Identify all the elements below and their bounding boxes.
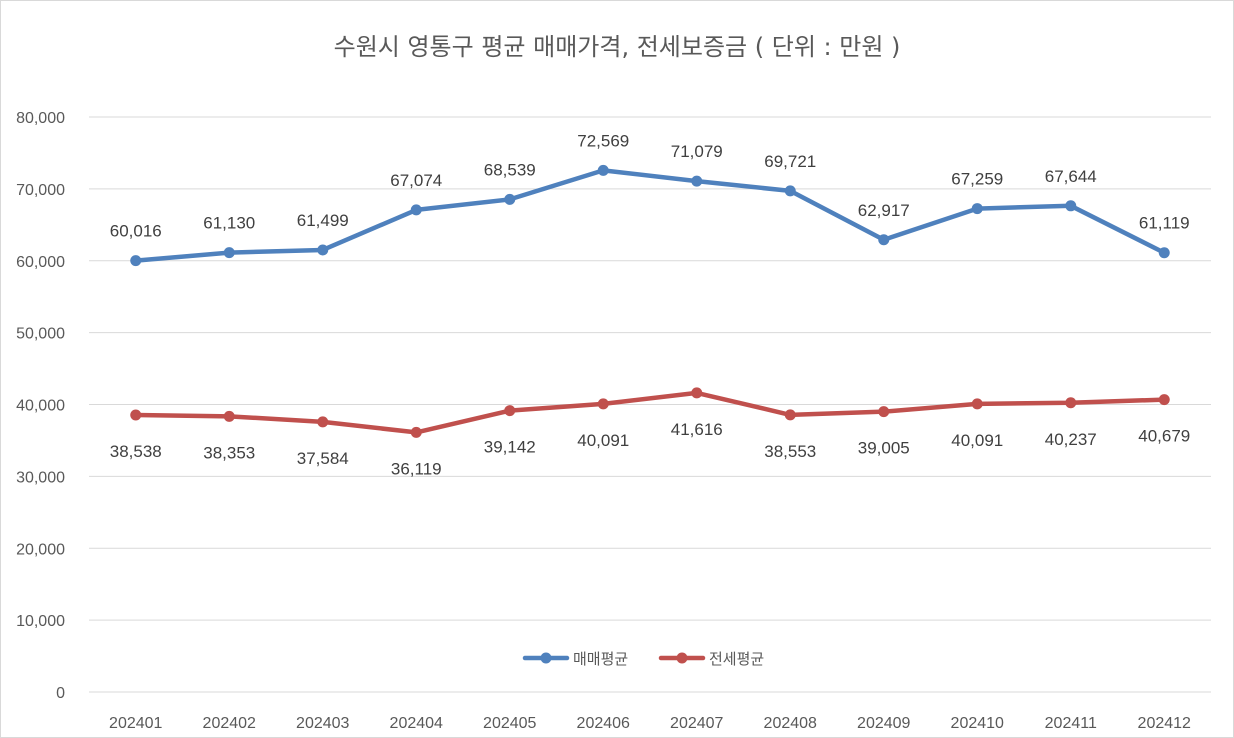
data-label: 61,130 — [203, 214, 255, 233]
y-tick-label: 50,000 — [16, 326, 65, 343]
data-label: 39,005 — [858, 439, 910, 458]
data-label: 36,119 — [391, 459, 442, 478]
data-label: 67,644 — [1045, 167, 1097, 186]
legend-label: 전세평균 — [709, 650, 764, 668]
y-tick-label: 40,000 — [16, 398, 65, 415]
legend-swatch-marker — [540, 652, 552, 664]
x-tick-label: 202404 — [390, 715, 443, 732]
x-tick-label: 202401 — [109, 715, 162, 732]
series-2 — [130, 387, 1170, 438]
data-point — [130, 409, 142, 421]
data-point — [223, 410, 235, 422]
data-point — [410, 204, 422, 216]
legend-item: 전세평균 — [658, 650, 764, 668]
data-point — [317, 244, 329, 256]
legend-label: 매매평균 — [573, 650, 628, 668]
data-point — [1158, 247, 1170, 259]
legend: 매매평균 전세평균 — [522, 650, 764, 668]
x-axis-ticks: 202401 202402 202403 202404 202405 202406 2024… — [109, 715, 1191, 732]
x-tick-label: 202411 — [1045, 715, 1097, 732]
data-label: 40,679 — [1138, 427, 1190, 446]
data-point — [504, 405, 516, 417]
y-tick-label: 20,000 — [16, 541, 65, 558]
x-tick-label: 202412 — [1138, 715, 1191, 732]
y-tick-label: 80,000 — [16, 110, 65, 127]
data-label: 37,584 — [297, 449, 349, 468]
x-tick-label: 202402 — [203, 715, 256, 732]
data-point — [130, 255, 142, 267]
x-tick-label: 202407 — [670, 715, 723, 732]
data-point — [971, 203, 983, 215]
data-label: 40,091 — [951, 431, 1003, 450]
legend-swatch-marker — [676, 652, 688, 664]
gridlines — [89, 116, 1211, 693]
data-point — [410, 426, 422, 438]
data-label: 71,079 — [671, 142, 723, 161]
data-point — [597, 398, 609, 410]
data-label: 72,569 — [577, 131, 629, 150]
y-tick-label: 70,000 — [16, 182, 65, 199]
data-label: 39,142 — [484, 438, 536, 457]
data-point — [597, 164, 609, 176]
data-label: 61,119 — [1139, 214, 1190, 233]
series-line — [133, 168, 1167, 263]
series-1 — [130, 164, 1170, 267]
data-label: 60,016 — [110, 222, 162, 241]
data-label: 38,553 — [764, 442, 816, 461]
data-point — [504, 193, 516, 205]
series-line — [133, 390, 1167, 435]
data-point — [878, 234, 890, 246]
x-tick-label: 202403 — [296, 715, 349, 732]
data-point — [691, 175, 703, 187]
data-label: 61,499 — [297, 211, 349, 230]
series-layer — [130, 164, 1170, 438]
data-label: 41,616 — [671, 420, 723, 439]
data-point — [223, 247, 235, 259]
x-tick-label: 202405 — [483, 715, 536, 732]
y-axis-ticks: 0 10,000 20,000 30,000 40,000 50,000 60,000 70,… — [16, 110, 65, 702]
data-label: 68,539 — [484, 160, 536, 179]
data-point — [971, 398, 983, 410]
data-point — [784, 185, 796, 197]
data-label: 38,538 — [110, 442, 162, 461]
data-label: 69,721 — [764, 152, 816, 171]
data-label: 38,353 — [203, 443, 255, 462]
x-tick-label: 202406 — [577, 715, 630, 732]
y-tick-label: 60,000 — [16, 254, 65, 271]
y-tick-label: 10,000 — [16, 613, 65, 630]
data-point — [1065, 200, 1077, 212]
data-point — [1158, 394, 1170, 406]
y-tick-label: 30,000 — [16, 469, 65, 486]
data-label: 40,237 — [1045, 430, 1097, 449]
data-point — [878, 406, 890, 418]
data-point — [784, 409, 796, 421]
data-label: 40,091 — [577, 431, 629, 450]
x-tick-label: 202410 — [951, 715, 1004, 732]
data-label: 67,074 — [390, 171, 442, 190]
data-point — [317, 416, 329, 428]
y-tick-label: 0 — [56, 685, 65, 702]
data-labels: 60,016 61,130 61,499 67,074 68,539 72,569 71,0… — [110, 131, 1191, 478]
x-tick-label: 202409 — [857, 715, 910, 732]
x-tick-label: 202408 — [764, 715, 817, 732]
chart-title: 수원시 영통구 평균 매매가격, 전세보증금 ( 단위 : 만원 ) — [334, 33, 901, 61]
data-point — [691, 387, 703, 399]
data-label: 62,917 — [858, 201, 910, 220]
data-label: 67,259 — [951, 170, 1003, 189]
data-point — [1065, 397, 1077, 409]
legend-item: 매매평균 — [522, 650, 628, 668]
